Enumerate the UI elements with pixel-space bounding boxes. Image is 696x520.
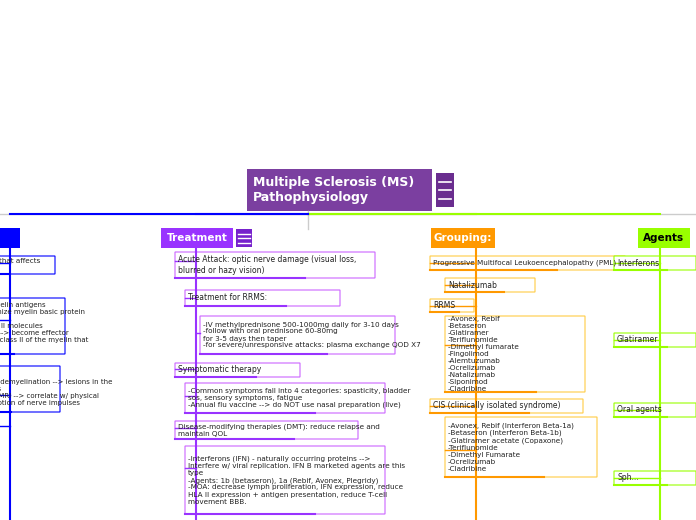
FancyBboxPatch shape [185,383,385,413]
Text: ...pens next?
...atory processes --> demyelination --> lesions in the
...al cord: ...pens next? ...atory processes --> dem… [0,372,112,406]
FancyBboxPatch shape [445,417,597,477]
FancyBboxPatch shape [614,333,696,347]
FancyBboxPatch shape [175,252,375,278]
Text: -IV methylprednisone 500-1000mg daily for 3-10 days
-follow with oral prednisone: -IV methylprednisone 500-1000mg daily fo… [203,321,421,348]
Text: Progressive Multifocal Leukoencephalopathy (PML): Progressive Multifocal Leukoencephalopat… [433,260,616,266]
FancyBboxPatch shape [175,421,358,439]
FancyBboxPatch shape [430,299,474,312]
Text: Interferons: Interferons [617,258,659,267]
FancyBboxPatch shape [614,256,696,270]
FancyBboxPatch shape [445,278,535,292]
FancyBboxPatch shape [247,169,432,211]
FancyBboxPatch shape [430,399,583,413]
FancyBboxPatch shape [0,256,55,274]
FancyBboxPatch shape [431,228,495,248]
Text: Disease-modifying therapies (DMT): reduce relapse and
maintain QOL: Disease-modifying therapies (DMT): reduc… [178,423,380,437]
Text: ...ammatory disease that affects
...pinal cord: ...ammatory disease that affects ...pina… [0,258,40,271]
Text: Glatiramer: Glatiramer [617,335,658,344]
FancyBboxPatch shape [638,228,690,248]
Text: CIS (clinically isolated syndrome): CIS (clinically isolated syndrome) [433,401,560,410]
Text: Treatment: Treatment [166,233,228,243]
FancyBboxPatch shape [236,229,252,247]
Text: RRMS: RRMS [433,301,455,310]
FancyBboxPatch shape [430,256,625,270]
Text: -Avonex, Rebif
-Betaseron
-Glatiramer
-Teriflunomide
-Dimethyl fumarate
-Fingoli: -Avonex, Rebif -Betaseron -Glatiramer -T… [448,316,519,392]
FancyBboxPatch shape [436,173,454,207]
FancyBboxPatch shape [161,228,233,248]
Text: Sph...: Sph... [617,474,639,483]
FancyBboxPatch shape [614,403,696,417]
FancyBboxPatch shape [185,290,340,306]
FancyBboxPatch shape [614,471,696,485]
Text: Grouping:: Grouping: [434,233,492,243]
Text: Multiple Sclerosis (MS)
Pathophysiology: Multiple Sclerosis (MS) Pathophysiology [253,176,414,204]
Text: Treatment for RRMS:: Treatment for RRMS: [188,293,267,303]
Text: -Avonex, Rebif (Interferon Beta-1a)
-Betaseron (Interferon Beta-1b)
-Glatiramer : -Avonex, Rebif (Interferon Beta-1a) -Bet… [448,422,574,472]
FancyBboxPatch shape [445,316,585,392]
Text: Natalizumab: Natalizumab [448,280,497,290]
FancyBboxPatch shape [200,316,395,354]
FancyBboxPatch shape [0,366,60,412]
Text: Agents: Agents [643,233,685,243]
FancyBboxPatch shape [0,298,65,354]
Text: Oral agents: Oral agents [617,406,662,414]
FancyBboxPatch shape [175,363,300,377]
FancyBboxPatch shape [0,228,20,248]
Text: ...-4) attack of self myelin antigens
...activated --> recognize myelin basic pr: ...-4) attack of self myelin antigens ..… [0,302,88,350]
Text: -Interferons (IFN) - naturally occurring proteins -->
Interfere w/ viral replica: -Interferons (IFN) - naturally occurring… [188,456,405,504]
FancyBboxPatch shape [185,446,385,514]
Text: Acute Attack: optic nerve damage (visual loss,
blurred or hazy vision): Acute Attack: optic nerve damage (visual… [178,255,356,275]
Text: -Common symptoms fall into 4 categories: spasticity, bladder
sos, sensory sympto: -Common symptoms fall into 4 categories:… [188,388,411,408]
Text: Symptomatic therapy: Symptomatic therapy [178,366,261,374]
